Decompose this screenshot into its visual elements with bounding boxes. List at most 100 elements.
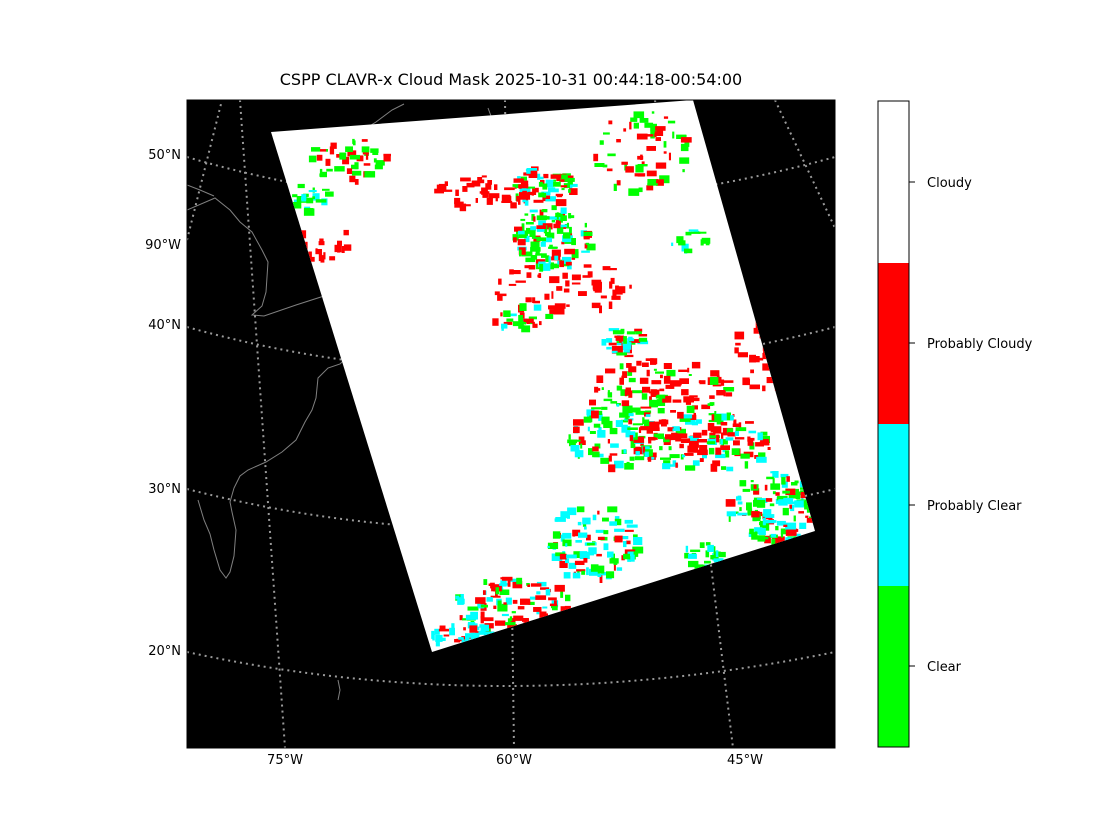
cloud-mask-pixel [747, 440, 754, 446]
cloud-mask-pixel [555, 221, 559, 226]
cloud-mask-pixel [349, 175, 356, 183]
cloud-mask-pixel [486, 197, 493, 205]
cloud-mask-pixel [597, 536, 605, 540]
cloud-mask-pixel [708, 419, 718, 423]
cloud-mask-pixel [548, 597, 557, 601]
cloud-mask-pixel [312, 193, 320, 201]
cloud-mask-pixel [525, 222, 534, 225]
cloud-mask-pixel [710, 463, 718, 472]
coastline-east-us [187, 197, 347, 579]
cloud-mask-pixel [782, 497, 794, 503]
cloud-mask-pixel [610, 277, 615, 284]
cloud-mask-pixel [775, 526, 779, 531]
cloud-mask-pixel [653, 433, 664, 438]
cloud-mask-pixel [749, 437, 755, 441]
cloud-mask-pixel [710, 426, 722, 433]
cloud-mask-pixel [533, 216, 536, 222]
cloud-mask-pixel [622, 371, 628, 378]
cloud-mask-pixel [602, 266, 611, 271]
cloud-mask-pixel [799, 522, 807, 529]
cloud-mask-pixel [748, 532, 753, 537]
cloud-mask-pixel [501, 323, 508, 329]
cloud-mask-pixel [657, 408, 665, 414]
cloud-mask-pixel [720, 438, 723, 445]
cloud-mask-pixel [481, 179, 485, 184]
cloud-mask-pixel [497, 294, 503, 301]
cloud-mask-pixel [601, 406, 608, 410]
cloud-mask-pixel [544, 293, 550, 300]
cloud-mask-pixel [709, 395, 715, 399]
cloud-mask-pixel [747, 510, 750, 516]
cloud-mask-pixel [509, 269, 514, 275]
cloud-mask-pixel [459, 594, 464, 599]
cloud-mask-pixel [438, 183, 447, 187]
lon-label-45w: 45°W [727, 753, 763, 768]
cloud-mask-pixel [688, 553, 697, 559]
cloud-mask-pixel [632, 423, 644, 426]
cloud-mask-pixel [545, 313, 554, 319]
cloud-mask-pixel [624, 389, 628, 397]
cloud-mask-pixel [708, 447, 715, 455]
cloud-mask-pixel [444, 181, 448, 186]
cloud-mask-pixel [704, 560, 711, 564]
cloud-mask-pixel [636, 331, 642, 335]
cloud-mask-pixel [616, 385, 623, 391]
cloud-mask-pixel [608, 120, 613, 125]
cloud-mask-pixel [510, 202, 517, 209]
cloud-mask-pixel [322, 188, 330, 191]
cloud-mask-pixel [545, 232, 551, 236]
cloud-mask-pixel [687, 367, 690, 373]
cloud-mask-pixel [684, 453, 694, 456]
cloud-mask-pixel [310, 256, 315, 262]
cloud-mask-pixel [607, 390, 610, 395]
cloud-mask-pixel [624, 463, 634, 470]
cloud-mask-pixel [577, 521, 582, 526]
cloud-mask-pixel [723, 387, 735, 392]
cloud-mask-pixel [568, 183, 578, 187]
cloud-mask-pixel [554, 255, 559, 261]
cloud-mask-pixel [641, 161, 645, 165]
cloud-mask-pixel [676, 433, 688, 439]
cloud-mask-pixel [619, 363, 624, 370]
cloud-mask-pixel [692, 460, 700, 466]
cloud-mask-pixel [607, 551, 614, 558]
cloud-mask-pixel [615, 285, 619, 290]
cloud-mask-pixel [574, 560, 585, 565]
cloud-mask-pixel [660, 374, 663, 379]
cloud-mask-pixel [588, 547, 597, 555]
cloud-mask-pixel [308, 251, 312, 260]
cloud-mask-pixel [308, 190, 317, 193]
cloud-mask-pixel [621, 426, 631, 433]
cloud-mask-pixel [383, 154, 391, 162]
cloud-mask-pixel [329, 146, 335, 155]
cloud-mask-pixel [526, 227, 533, 234]
cloud-mask-pixel [567, 181, 573, 185]
cloud-mask-pixel [516, 195, 520, 202]
cloud-mask-pixel [553, 223, 561, 229]
cloud-mask-pixel [625, 166, 634, 173]
cloud-mask-pixel [623, 336, 627, 344]
cloud-mask-pixel [586, 567, 589, 576]
cloud-mask-pixel [655, 137, 661, 141]
cloud-mask-pixel [343, 229, 349, 236]
cloud-mask-pixel [680, 143, 689, 152]
cloud-mask-pixel [720, 379, 725, 386]
cloud-mask-pixel [539, 321, 542, 326]
cloud-mask-pixel [573, 426, 580, 434]
cloud-mask-pixel [538, 220, 546, 229]
cloud-mask-pixel [611, 295, 621, 300]
cloud-mask-pixel [503, 602, 507, 605]
cloud-mask-pixel [744, 461, 749, 469]
cloud-mask-pixel [497, 603, 508, 612]
cloud-mask-pixel [549, 244, 553, 248]
cloud-mask-pixel [756, 499, 766, 508]
cloud-mask-pixel [648, 436, 656, 441]
cloud-mask-pixel [606, 338, 613, 343]
cloud-mask-pixel [455, 189, 459, 196]
cloud-mask-pixel [628, 366, 637, 373]
cloud-mask-pixel [315, 249, 322, 255]
cloud-mask-pixel [738, 422, 742, 429]
cloud-mask-pixel [563, 572, 571, 579]
cloud-mask-pixel [315, 199, 327, 203]
cloud-mask-pixel [533, 607, 542, 612]
